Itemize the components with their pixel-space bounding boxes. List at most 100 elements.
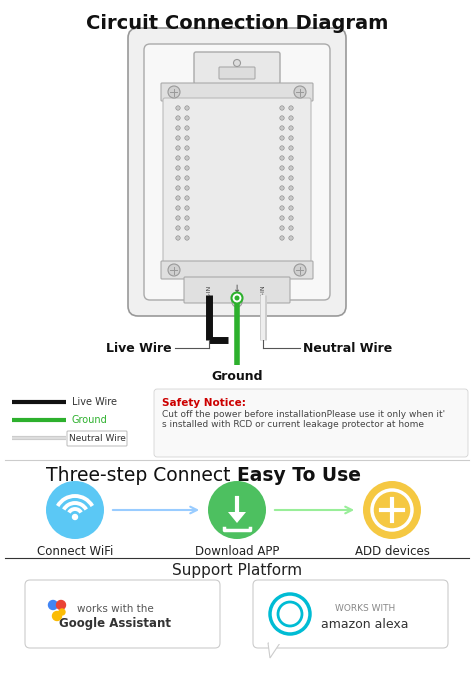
Text: Support Platform: Support Platform — [172, 563, 302, 578]
Circle shape — [278, 602, 302, 626]
Circle shape — [289, 176, 293, 180]
Circle shape — [280, 155, 284, 160]
FancyBboxPatch shape — [154, 389, 468, 457]
Text: Google Assistant: Google Assistant — [59, 617, 171, 630]
FancyBboxPatch shape — [67, 431, 127, 446]
Circle shape — [280, 226, 284, 230]
Circle shape — [294, 264, 306, 276]
Circle shape — [185, 186, 189, 190]
Circle shape — [234, 60, 240, 67]
FancyBboxPatch shape — [219, 67, 255, 79]
Circle shape — [289, 136, 293, 140]
Circle shape — [185, 116, 189, 120]
Circle shape — [176, 176, 180, 180]
Circle shape — [280, 126, 284, 130]
Ellipse shape — [208, 481, 266, 539]
Circle shape — [176, 146, 180, 150]
Circle shape — [176, 206, 180, 210]
Circle shape — [176, 216, 180, 220]
Polygon shape — [268, 643, 280, 658]
Polygon shape — [228, 512, 246, 523]
Circle shape — [185, 216, 189, 220]
Circle shape — [278, 602, 302, 626]
Circle shape — [294, 86, 306, 98]
Circle shape — [280, 236, 284, 240]
FancyBboxPatch shape — [253, 580, 448, 648]
Circle shape — [280, 105, 284, 110]
FancyBboxPatch shape — [184, 277, 290, 303]
FancyBboxPatch shape — [25, 580, 220, 648]
Circle shape — [289, 116, 293, 120]
Circle shape — [280, 116, 284, 120]
Circle shape — [48, 600, 57, 609]
Text: works with the: works with the — [77, 604, 154, 614]
Circle shape — [176, 136, 180, 140]
Text: Circuit Connection Diagram: Circuit Connection Diagram — [86, 14, 388, 33]
Circle shape — [270, 594, 310, 634]
Text: Three-step Connect: Three-step Connect — [46, 466, 237, 485]
Circle shape — [235, 296, 239, 301]
Text: Neutral Wire: Neutral Wire — [69, 434, 126, 443]
Circle shape — [185, 176, 189, 180]
Text: amazon alexa: amazon alexa — [321, 618, 409, 631]
Circle shape — [176, 155, 180, 160]
Circle shape — [185, 236, 189, 240]
Circle shape — [185, 196, 189, 200]
Circle shape — [280, 206, 284, 210]
Circle shape — [53, 611, 62, 620]
Circle shape — [176, 166, 180, 170]
Circle shape — [289, 126, 293, 130]
FancyBboxPatch shape — [163, 98, 311, 264]
Circle shape — [185, 155, 189, 160]
Text: WORKS WITH: WORKS WITH — [335, 604, 395, 613]
Text: L-IN: L-IN — [207, 285, 211, 297]
Text: Cut off the power before installationPlease use it only when it'
s installed wit: Cut off the power before installationPle… — [162, 410, 445, 430]
Circle shape — [289, 226, 293, 230]
Circle shape — [176, 196, 180, 200]
Circle shape — [176, 105, 180, 110]
Circle shape — [73, 514, 78, 520]
Text: Live Wire: Live Wire — [72, 397, 117, 407]
Circle shape — [280, 186, 284, 190]
Circle shape — [280, 146, 284, 150]
Circle shape — [176, 186, 180, 190]
Circle shape — [289, 216, 293, 220]
Circle shape — [280, 136, 284, 140]
Circle shape — [185, 136, 189, 140]
Text: Easy To Use: Easy To Use — [237, 466, 361, 485]
Circle shape — [289, 105, 293, 110]
Circle shape — [56, 600, 65, 609]
Circle shape — [232, 297, 242, 307]
Circle shape — [176, 236, 180, 240]
Text: Live Wire: Live Wire — [106, 341, 172, 355]
Circle shape — [280, 216, 284, 220]
Text: Ground: Ground — [72, 415, 108, 425]
Text: Download APP: Download APP — [195, 545, 279, 558]
Text: Safety Notice:: Safety Notice: — [162, 398, 246, 408]
Text: ↓: ↓ — [233, 284, 241, 294]
Circle shape — [185, 105, 189, 110]
FancyBboxPatch shape — [161, 83, 313, 101]
Circle shape — [176, 226, 180, 230]
Circle shape — [289, 236, 293, 240]
Text: Connect WiFi: Connect WiFi — [37, 545, 113, 558]
Circle shape — [185, 126, 189, 130]
Text: Neutral Wire: Neutral Wire — [303, 341, 392, 355]
FancyBboxPatch shape — [194, 52, 280, 84]
Circle shape — [59, 609, 65, 615]
FancyBboxPatch shape — [128, 28, 346, 316]
Ellipse shape — [46, 481, 104, 539]
FancyBboxPatch shape — [144, 44, 330, 300]
Circle shape — [176, 126, 180, 130]
FancyBboxPatch shape — [161, 261, 313, 279]
Circle shape — [289, 155, 293, 160]
Circle shape — [168, 86, 180, 98]
Circle shape — [185, 226, 189, 230]
Circle shape — [231, 292, 243, 303]
Circle shape — [289, 206, 293, 210]
Ellipse shape — [363, 481, 421, 539]
Circle shape — [185, 146, 189, 150]
Circle shape — [280, 166, 284, 170]
Circle shape — [289, 146, 293, 150]
Circle shape — [289, 186, 293, 190]
